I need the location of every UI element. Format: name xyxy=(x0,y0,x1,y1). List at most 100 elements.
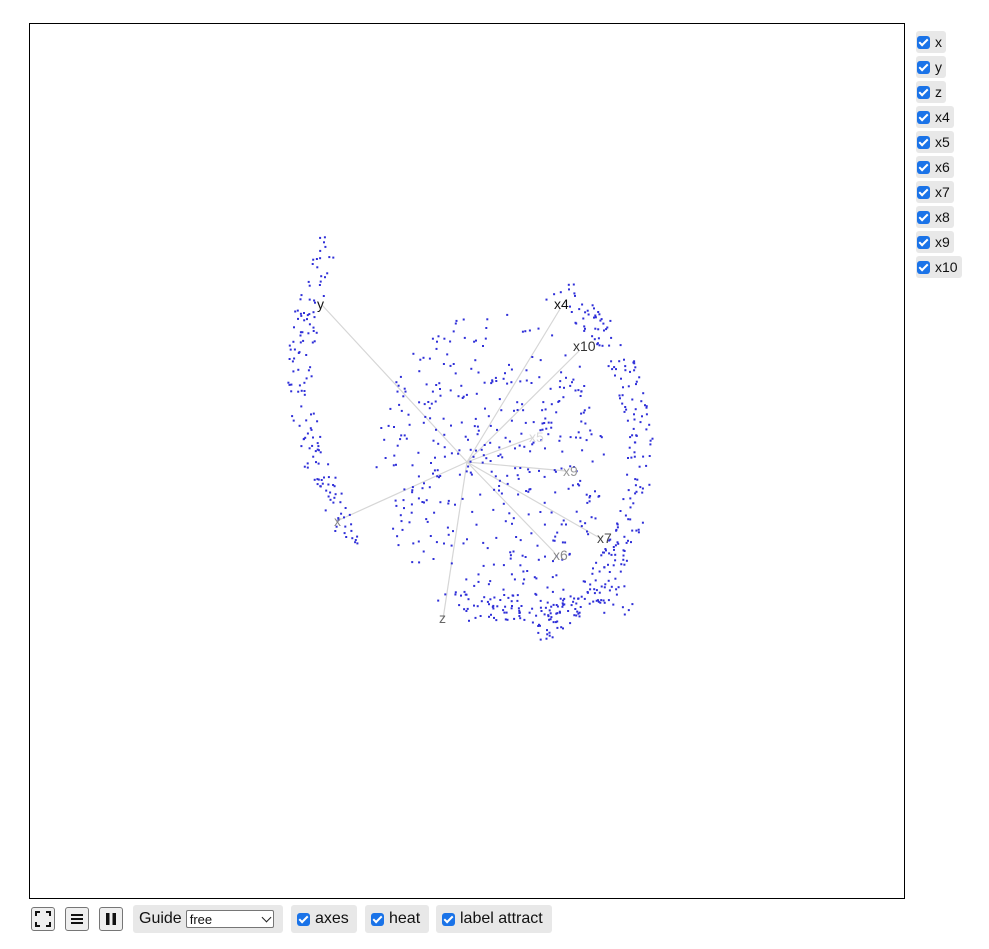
data-point xyxy=(395,381,398,384)
data-point xyxy=(616,526,619,529)
data-point xyxy=(356,542,359,545)
data-point xyxy=(631,434,634,437)
data-point xyxy=(472,455,475,458)
data-point xyxy=(433,511,436,514)
variable-row[interactable]: x6 xyxy=(916,156,980,181)
axis-label-x[interactable]: x xyxy=(334,513,341,529)
label-attract-checkbox[interactable] xyxy=(442,912,455,926)
data-point xyxy=(344,525,347,528)
guide-label: Guide xyxy=(139,910,182,927)
variable-toggle-x8[interactable]: x8 xyxy=(916,206,954,228)
axis-label-x9[interactable]: x9 xyxy=(563,463,578,479)
variable-toggle-x9[interactable]: x9 xyxy=(916,231,954,253)
data-point xyxy=(518,609,521,612)
data-point xyxy=(405,437,408,440)
data-point xyxy=(490,470,493,473)
checkbox[interactable] xyxy=(917,35,930,49)
data-point xyxy=(589,588,592,591)
data-point xyxy=(516,599,519,602)
data-point xyxy=(317,462,320,465)
data-point xyxy=(572,283,575,286)
data-point xyxy=(634,478,637,481)
data-point xyxy=(539,359,542,362)
variable-row[interactable]: x10 xyxy=(916,256,980,281)
variable-label: x9 xyxy=(935,234,950,250)
data-point xyxy=(513,578,516,581)
variable-row[interactable]: z xyxy=(916,81,980,106)
data-point xyxy=(543,523,546,526)
variable-toggle-z[interactable]: z xyxy=(916,81,946,103)
data-point xyxy=(633,455,636,458)
data-point xyxy=(562,588,565,591)
variable-toggle-x4[interactable]: x4 xyxy=(916,106,954,128)
data-point xyxy=(344,507,347,509)
data-point xyxy=(573,466,575,468)
data-point xyxy=(447,533,450,536)
data-point xyxy=(316,442,319,445)
checkbox[interactable] xyxy=(917,185,930,199)
data-point xyxy=(541,422,544,425)
data-point xyxy=(594,579,597,582)
variable-row[interactable]: x7 xyxy=(916,181,980,206)
data-point xyxy=(396,535,399,538)
projection-svg[interactable]: y x4 x10 x5 x9 x x7 x6 z xyxy=(30,24,904,898)
data-point xyxy=(334,493,337,496)
data-point xyxy=(632,502,635,505)
variable-toggle-x10[interactable]: x10 xyxy=(916,256,962,278)
variable-row[interactable]: x5 xyxy=(916,131,980,156)
data-point xyxy=(497,455,500,457)
variable-row[interactable]: x8 xyxy=(916,206,980,231)
data-point xyxy=(354,541,357,544)
variable-toggle-x7[interactable]: x7 xyxy=(916,181,954,203)
data-point xyxy=(311,444,314,447)
pause-button[interactable] xyxy=(99,907,123,931)
checkbox[interactable] xyxy=(917,110,930,124)
axis-label-x6[interactable]: x6 xyxy=(553,547,568,563)
heat-checkbox[interactable] xyxy=(371,912,384,926)
checkbox[interactable] xyxy=(917,210,930,224)
data-point xyxy=(633,369,636,372)
checkbox[interactable] xyxy=(917,160,930,174)
axis-label-x7[interactable]: x7 xyxy=(597,530,612,546)
checkbox[interactable] xyxy=(917,60,930,74)
data-point xyxy=(312,326,315,329)
data-point xyxy=(384,457,387,459)
data-point xyxy=(490,613,492,616)
menu-button[interactable] xyxy=(65,907,89,931)
axes-toggle[interactable]: axes xyxy=(291,905,357,933)
variable-row[interactable]: x xyxy=(916,31,980,56)
checkbox[interactable] xyxy=(917,85,930,99)
axis-line-x7 xyxy=(466,461,599,538)
label-attract-toggle[interactable]: label attract xyxy=(436,905,552,933)
variable-toggle-y[interactable]: y xyxy=(916,56,946,78)
checkbox[interactable] xyxy=(917,260,930,274)
fullscreen-button[interactable] xyxy=(31,907,55,931)
axis-label-x4[interactable]: x4 xyxy=(554,296,569,312)
data-point xyxy=(633,360,636,363)
checkbox[interactable] xyxy=(917,135,930,149)
data-point xyxy=(310,428,313,431)
variable-toggle-x[interactable]: x xyxy=(916,31,946,53)
tour-plot-canvas[interactable]: y x4 x10 x5 x9 x x7 x6 z xyxy=(29,23,905,899)
checkbox[interactable] xyxy=(917,235,930,249)
data-point xyxy=(622,386,624,389)
variable-row[interactable]: x9 xyxy=(916,231,980,256)
data-point xyxy=(510,419,513,422)
variable-toggle-x6[interactable]: x6 xyxy=(916,156,954,178)
axes-checkbox[interactable] xyxy=(297,912,310,926)
variable-toggle-x5[interactable]: x5 xyxy=(916,131,954,153)
axis-label-x5[interactable]: x5 xyxy=(529,429,544,445)
axis-label-z[interactable]: z xyxy=(439,610,446,626)
data-point xyxy=(308,284,311,287)
data-point xyxy=(316,448,319,451)
variable-row[interactable]: y xyxy=(916,56,980,81)
guide-select[interactable]: free xyxy=(185,910,274,928)
data-point xyxy=(633,418,636,421)
variable-row[interactable]: x4 xyxy=(916,106,980,131)
data-point xyxy=(297,390,300,393)
axis-label-x10[interactable]: x10 xyxy=(573,338,596,354)
data-point xyxy=(518,612,521,614)
axis-label-y[interactable]: y xyxy=(317,296,324,312)
heat-toggle[interactable]: heat xyxy=(365,905,429,933)
data-point xyxy=(629,436,632,439)
